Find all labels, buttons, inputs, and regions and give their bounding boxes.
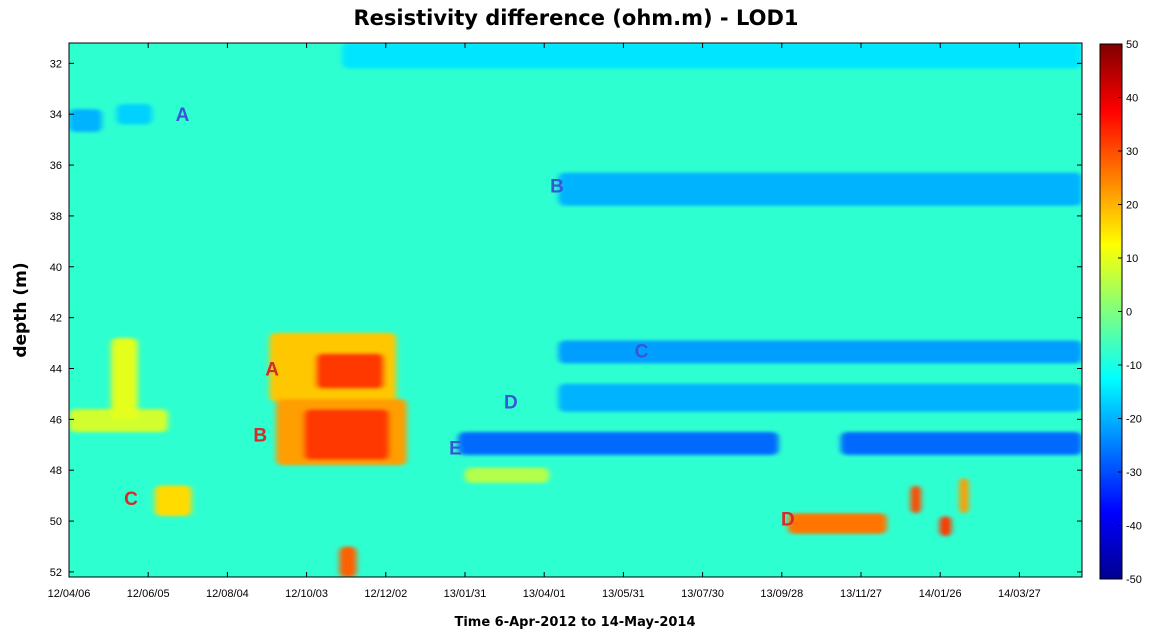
- plot-background: [69, 43, 1082, 577]
- x-axis: 12/04/06 12/06/05 12/08/04 12/10/03 12/12/02…: [48, 43, 1041, 600]
- heatmap-feature-19: [939, 515, 952, 537]
- y-tick-label: 48: [50, 465, 62, 477]
- y-tick-label: 32: [50, 58, 62, 70]
- annotation-label: C: [124, 489, 138, 510]
- colorbar-tick-label: -50: [1126, 574, 1142, 586]
- y-tick-label: 42: [50, 313, 62, 325]
- heatmap-feature-17: [787, 513, 887, 534]
- y-tick-label: 36: [50, 160, 62, 172]
- heatmap-feature-18: [910, 485, 922, 514]
- heatmap-feature-14: [558, 383, 1082, 412]
- annotation-label: B: [550, 176, 564, 197]
- colorbar-tick-label: -30: [1126, 467, 1142, 479]
- y-tick-label: 44: [50, 363, 62, 375]
- x-tick-label: 13/01/31: [444, 588, 487, 600]
- colorbar-tick-label: 40: [1126, 93, 1138, 105]
- colorbar-tick-label: 0: [1126, 307, 1132, 319]
- x-axis-title: Time 6-Apr-2012 to 14-May-2014: [454, 615, 695, 630]
- x-tick-label: 12/12/02: [364, 588, 407, 600]
- annotation-label: E: [449, 438, 462, 459]
- plot-frame: [68, 42, 1083, 578]
- heatmap-feature-8: [69, 409, 168, 433]
- annotation-label: D: [781, 510, 795, 531]
- chart-title: Resistivity difference (ohm.m) - LOD1: [353, 6, 799, 30]
- x-tick-label: 14/01/26: [919, 588, 962, 600]
- heatmap-features: [69, 43, 1082, 577]
- colorbar-tick-label: 10: [1126, 253, 1138, 265]
- annotation-label: C: [635, 342, 649, 363]
- x-tick-label: 13/05/31: [602, 588, 645, 600]
- colorbar-tick-label: 30: [1126, 146, 1138, 158]
- x-tick-label: 13/04/01: [523, 588, 566, 600]
- heatmap-feature-9: [111, 337, 138, 420]
- x-tick-label: 12/10/03: [285, 588, 328, 600]
- y-axis: 32 34 36 38 40 42 44 46 48 50 52: [50, 58, 1082, 579]
- x-tick-label: 14/03/27: [998, 588, 1041, 600]
- heatmap-feature-1: [116, 104, 153, 125]
- y-tick-label: 38: [50, 211, 62, 223]
- heatmap-feature-16: [840, 432, 1082, 455]
- y-tick-label: 50: [50, 516, 62, 528]
- annotation-label: A: [176, 105, 190, 126]
- x-tick-label: 13/07/30: [681, 588, 724, 600]
- colorbar: 50 40 30 20 10 0 -10 -20 -30 -40 -50: [1099, 39, 1142, 586]
- x-tick-label: 12/08/04: [206, 588, 249, 600]
- y-tick-label: 40: [50, 262, 62, 274]
- y-tick-label: 52: [50, 567, 62, 579]
- heatmap-feature-2: [342, 43, 1082, 69]
- colorbar-tick-label: 20: [1126, 200, 1138, 212]
- colorbar-tick-label: -20: [1126, 414, 1142, 426]
- y-axis-title: depth (m): [11, 262, 31, 357]
- annotation-label: D: [504, 393, 518, 414]
- heatmap-feature-11: [339, 546, 357, 577]
- annotation-label: A: [265, 359, 279, 380]
- heatmap-feature-10: [154, 485, 192, 516]
- heatmap-feature-15: [458, 432, 779, 455]
- x-tick-label: 13/09/28: [760, 588, 803, 600]
- heatmap-feature-5: [315, 353, 385, 389]
- x-tick-label: 13/11/27: [840, 588, 882, 600]
- heatmap-feature-20: [959, 477, 969, 514]
- heatmap-feature-12: [464, 467, 550, 483]
- x-tick-label: 12/04/06: [48, 588, 91, 600]
- annotation-label: B: [253, 426, 267, 447]
- heatmap-feature-7: [303, 409, 390, 461]
- heatmap-background: [69, 43, 1082, 577]
- heatmap-feature-0: [69, 109, 102, 132]
- annotations: A B C D E A B C D: [124, 105, 795, 530]
- y-tick-label: 46: [50, 414, 62, 426]
- colorbar-tick-label: -10: [1126, 360, 1142, 372]
- x-tick-label: 12/06/05: [127, 588, 170, 600]
- y-tick-label: 34: [50, 109, 62, 121]
- colorbar-tick-label: -40: [1126, 521, 1142, 533]
- heatmap-feature-3: [558, 172, 1082, 206]
- colorbar-tick-label: 50: [1126, 39, 1138, 51]
- heatmap-feature-13: [558, 340, 1082, 364]
